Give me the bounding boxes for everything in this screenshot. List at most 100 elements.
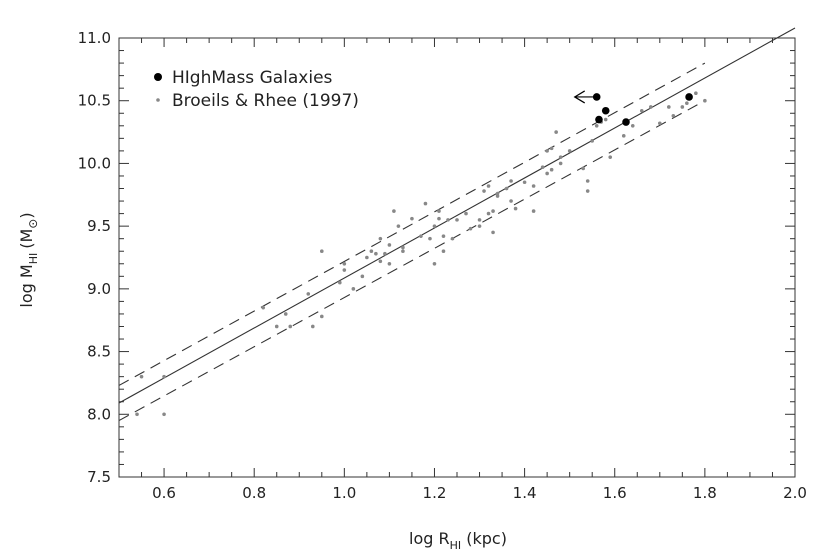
x-tick-label: 2.0 — [783, 484, 807, 502]
broeils-rhee-point — [342, 261, 347, 266]
broeils-rhee-point — [594, 124, 599, 128]
broeils-rhee-point — [396, 224, 401, 228]
data-points — [135, 90, 707, 417]
broeils-rhee-point — [558, 161, 563, 166]
broeils-rhee-point — [639, 108, 644, 113]
y-tick-label: 8.5 — [87, 343, 111, 361]
broeils-rhee-point — [441, 234, 446, 238]
broeils-rhee-point — [135, 412, 139, 417]
broeils-rhee-point — [261, 305, 266, 310]
broeils-rhee-point — [621, 134, 626, 138]
broeils-rhee-point — [365, 255, 369, 260]
y-tick-label: 10.0 — [78, 154, 111, 172]
dashed-fit-line — [118, 62, 706, 386]
broeils-rhee-point — [320, 314, 324, 319]
dashed-fit-line — [118, 100, 706, 422]
y-tick-label: 7.5 — [87, 468, 111, 486]
y-tick-label: 9.5 — [87, 217, 111, 235]
broeils-rhee-point — [509, 179, 513, 183]
broeils-rhee-point — [495, 191, 500, 196]
y-tick-label: 8.0 — [87, 405, 111, 423]
broeils-rhee-point — [428, 236, 432, 241]
broeils-rhee-point — [590, 139, 594, 143]
x-axis-title-sub: HI — [450, 539, 462, 552]
broeils-rhee-point — [486, 184, 491, 188]
x-axis-title: log RHI (kpc) — [409, 529, 507, 552]
broeils-rhee-point — [685, 101, 689, 106]
highmass-point — [592, 93, 601, 101]
x-tick-label: 1.6 — [603, 484, 627, 502]
x-tick-label: 1.2 — [423, 484, 447, 502]
broeils-rhee-point — [491, 209, 495, 213]
broeils-rhee-point — [545, 171, 549, 176]
broeils-rhee-point — [162, 374, 166, 379]
x-axis-title-tail: (kpc) — [461, 529, 507, 548]
broeils-rhee-point — [522, 180, 527, 185]
broeils-rhee-point — [432, 224, 437, 228]
broeils-rhee-point — [504, 186, 509, 191]
broeils-rhee-point — [630, 124, 635, 128]
broeils-rhee-point — [387, 243, 392, 247]
broeils-rhee-point — [603, 117, 608, 122]
broeils-rhee-point — [648, 105, 653, 109]
y-tick-label: 11.0 — [78, 29, 111, 47]
broeils-rhee-point — [558, 155, 563, 159]
broeils-rhee-point — [162, 412, 166, 417]
broeils-rhee-point — [360, 274, 365, 279]
broeils-rhee-point — [482, 189, 486, 193]
broeils-rhee-point — [410, 216, 414, 221]
broeils-rhee-point — [283, 312, 288, 316]
broeils-rhee-point — [667, 105, 671, 109]
broeils-rhee-point — [608, 155, 613, 159]
y-axis-title-close: ) — [17, 212, 36, 218]
broeils-rhee-point — [342, 268, 347, 272]
broeils-rhee-point — [437, 209, 441, 213]
broeils-rhee-point — [486, 211, 491, 216]
broeils-rhee-point — [378, 236, 383, 241]
broeils-rhee-point — [495, 194, 500, 198]
broeils-rhee-point — [680, 105, 685, 109]
solid-fit-line — [118, 27, 796, 404]
broeils-rhee-point — [401, 245, 405, 250]
broeils-rhee-point — [491, 230, 495, 235]
broeils-rhee-point — [549, 146, 554, 151]
broeils-rhee-point — [432, 261, 437, 266]
highmass-point — [685, 93, 693, 101]
x-tick-label: 1.0 — [332, 484, 356, 502]
broeils-rhee-point — [310, 324, 315, 329]
broeils-rhee-point — [464, 211, 468, 216]
broeils-rhee-point — [468, 226, 473, 231]
y-tick-label: 10.5 — [78, 92, 111, 110]
broeils-rhee-point — [450, 236, 455, 241]
x-tick-label: 1.8 — [693, 484, 717, 502]
broeils-rhee-point — [320, 249, 324, 254]
broeils-rhee-point — [549, 167, 554, 172]
broeils-rhee-point — [477, 218, 482, 222]
fit-lines — [118, 27, 796, 422]
y-axis-title-base: log M — [17, 264, 36, 307]
broeils-rhee-point — [288, 324, 293, 329]
broeils-rhee-point — [477, 224, 482, 228]
broeils-rhee-point — [455, 218, 459, 222]
legend-marker-broeils — [156, 98, 160, 102]
broeils-rhee-point — [423, 201, 428, 206]
legend: HIghMass Galaxies Broeils & Rhee (1997) — [154, 68, 359, 111]
legend-label-broeils: Broeils & Rhee (1997) — [172, 91, 359, 111]
y-axis-title-open: (M — [17, 229, 36, 249]
legend-label-highmass: HIghMass Galaxies — [172, 68, 333, 88]
x-tick-label: 0.6 — [152, 484, 176, 502]
broeils-rhee-point — [392, 209, 396, 213]
broeils-rhee-point — [437, 216, 441, 221]
broeils-rhee-point — [581, 166, 585, 171]
broeils-rhee-point — [585, 179, 590, 183]
broeils-rhee-point — [585, 189, 590, 193]
broeils-rhee-point — [274, 324, 279, 329]
broeils-rhee-point — [531, 184, 536, 188]
broeils-rhee-point — [703, 98, 707, 103]
y-axis-title-sub: HI — [27, 253, 40, 265]
broeils-rhee-point — [513, 206, 518, 211]
y-axis-title-sun-symbol: ⊙ — [26, 219, 40, 229]
broeils-rhee-point — [567, 149, 572, 153]
broeils-rhee-point — [531, 209, 536, 213]
